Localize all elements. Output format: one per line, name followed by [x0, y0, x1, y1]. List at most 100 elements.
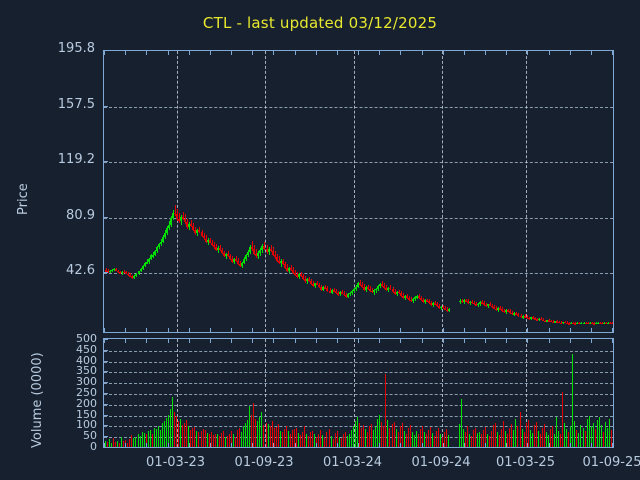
- volume-gridline-v: [442, 339, 443, 447]
- volume-bar: [369, 426, 371, 447]
- volume-bar: [111, 443, 113, 447]
- price-tick-mark: [103, 105, 108, 107]
- price-tick-label: 195.8: [57, 41, 95, 56]
- candle-wick: [557, 319, 559, 322]
- candle-body: [566, 322, 569, 325]
- volume-bar: [139, 435, 141, 447]
- candle-wick: [236, 255, 238, 262]
- candle-body: [141, 265, 144, 269]
- volume-bar: [352, 426, 354, 447]
- candle-body: [533, 318, 536, 320]
- candle-body: [310, 281, 313, 284]
- candle-wick: [559, 320, 561, 323]
- price-gridline-h: [104, 106, 613, 108]
- candle-wick: [390, 285, 392, 290]
- candle-body: [208, 239, 211, 243]
- candle-body: [170, 218, 173, 225]
- volume-tick-label: 250: [76, 386, 97, 399]
- candle-body: [505, 310, 508, 312]
- volume-bar: [359, 423, 360, 447]
- candle-body: [210, 242, 213, 246]
- candle-body: [446, 309, 449, 312]
- chart-title: CTL - last updated 03/12/2025: [202, 14, 438, 32]
- volume-bar: [434, 435, 436, 447]
- volume-bar: [287, 431, 289, 447]
- x-tick-label: 01-03-24: [322, 455, 382, 470]
- candle-body: [503, 310, 506, 313]
- candle-body: [413, 297, 416, 299]
- volume-bar: [220, 432, 222, 447]
- candle-body: [497, 308, 500, 310]
- volume-bar: [371, 424, 373, 447]
- volume-bar: [495, 423, 497, 447]
- candle-body: [440, 306, 443, 309]
- candle-body: [424, 300, 427, 302]
- candle-body: [550, 320, 552, 323]
- volume-bar: [367, 431, 369, 447]
- candle-body: [543, 320, 546, 323]
- candle-body: [127, 273, 130, 276]
- candle-body: [460, 300, 463, 303]
- candle-body: [249, 247, 252, 253]
- volume-bar: [121, 437, 123, 447]
- candle-body: [312, 283, 315, 286]
- volume-bar: [149, 429, 151, 447]
- volume-tick-mark: [103, 414, 108, 416]
- volume-bar: [253, 402, 255, 447]
- volume-bar: [210, 431, 212, 447]
- candle-body: [342, 293, 345, 296]
- candle-body: [419, 297, 422, 300]
- candle-wick: [317, 281, 319, 286]
- price-plot-area: [104, 51, 613, 332]
- price-x-tick: [463, 328, 465, 333]
- volume-bar: [141, 431, 143, 447]
- volume-bar: [545, 432, 547, 447]
- volume-bar: [497, 432, 499, 447]
- volume-bar: [499, 435, 501, 447]
- volume-bar: [293, 429, 295, 447]
- volume-bar: [298, 432, 300, 447]
- candle-body: [259, 250, 262, 253]
- candle-body: [271, 250, 274, 255]
- candle-body: [464, 300, 467, 302]
- volume-bar: [151, 433, 153, 447]
- volume-tick-label: 300: [76, 375, 97, 389]
- volume-bar: [326, 431, 328, 447]
- volume-bar: [462, 428, 464, 447]
- volume-bar: [226, 435, 228, 447]
- candle-body: [318, 284, 321, 288]
- volume-bar: [184, 423, 186, 447]
- volume-bar: [123, 441, 125, 447]
- volume-bar: [212, 435, 214, 447]
- candle-body: [604, 322, 607, 325]
- volume-bar: [204, 430, 206, 447]
- volume-x-tick: [294, 443, 296, 448]
- volume-bar: [241, 431, 243, 447]
- candle-body: [523, 316, 526, 318]
- candle-body: [574, 323, 577, 325]
- candle-body: [269, 248, 272, 251]
- volume-bar: [432, 432, 434, 447]
- candle-body: [474, 304, 477, 306]
- volume-gridline-h: [104, 372, 613, 374]
- candle-body: [163, 232, 166, 237]
- price-gridline-v: [442, 51, 443, 332]
- price-x-tick-top: [612, 50, 613, 55]
- volume-bar: [460, 399, 462, 447]
- candle-body: [153, 250, 156, 256]
- candle-body: [470, 301, 473, 304]
- volume-bar: [478, 431, 480, 447]
- volume-bar: [541, 427, 543, 447]
- volume-bar: [245, 423, 247, 447]
- volume-panel: [103, 338, 614, 448]
- candle-body: [241, 262, 244, 267]
- volume-x-tick: [569, 443, 571, 448]
- volume-bar: [178, 421, 180, 447]
- volume-bar: [558, 430, 560, 447]
- candle-body: [133, 275, 136, 278]
- candle-body: [277, 260, 280, 264]
- volume-bar: [468, 434, 470, 447]
- candle-body: [137, 271, 140, 274]
- candle-wick: [368, 284, 370, 290]
- x-tick-label: 01-09-23: [234, 455, 294, 470]
